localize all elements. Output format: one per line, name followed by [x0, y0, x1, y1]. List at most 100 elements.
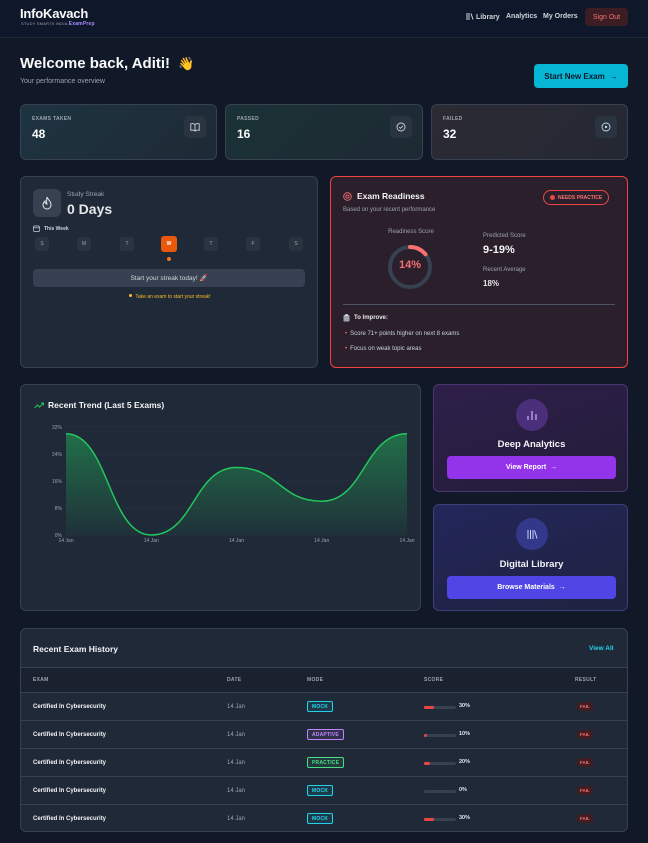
view-all-link[interactable]: View All — [589, 645, 614, 652]
streak-hint-text: Take an exam to start your streak! — [135, 294, 211, 300]
recent-average-value: 18% — [483, 279, 500, 288]
table-row[interactable]: Certified In Cybersecurity 14 Jan PRACTICE… — [21, 748, 627, 776]
result-badge: FAIL — [577, 730, 593, 739]
y-tick-label: 32% — [52, 425, 63, 431]
improve-item: • Focus on weak topic areas — [345, 346, 421, 352]
streak-cta-button[interactable]: Start your streak today! 🚀 — [33, 269, 305, 287]
browse-materials-button[interactable]: Browse Materials → — [447, 576, 616, 599]
arrow-right-icon: → — [609, 71, 618, 81]
mode-badge: PRACTICE — [307, 757, 345, 768]
trend-area — [66, 433, 407, 535]
readiness-gauge-arc — [388, 245, 432, 289]
trend-line — [65, 433, 408, 536]
logo-tagline: STUDY SMARTS INDIA — [21, 21, 68, 26]
wave-icon: 👋 — [178, 56, 195, 71]
today-dot-icon — [167, 257, 171, 261]
streak-value: 0 Days — [67, 201, 113, 217]
week-label: This Week — [33, 225, 69, 232]
needs-practice-badge: NEEDS PRACTICE — [543, 190, 610, 205]
exam-date: 14 Jan — [227, 788, 246, 794]
table-row[interactable]: Certified In Cybersecurity 14 Jan MOCK 30% F… — [21, 692, 627, 720]
exam-date: 14 Jan — [227, 732, 246, 738]
x-tick-label: 14 Jan — [314, 538, 329, 544]
y-tick-label: 8% — [55, 506, 63, 512]
stat-card-exams-taken: EXAMS TAKEN 48 — [20, 104, 217, 160]
mode-badge: MOCK — [307, 701, 334, 712]
start-new-exam-label: Start New Exam — [544, 71, 605, 81]
nav-library-label: Library — [475, 14, 500, 21]
welcome-title: Welcome back, Aditi! — [20, 55, 171, 72]
exam-name: Certified In Cybersecurity — [33, 816, 107, 822]
trend-chart: 0% 8% 16% 24% 32% 14 Jan 14 Jan 14 Jan 14 Jan 14 … — [52, 425, 415, 544]
stat-card-passed: PASSED 16 — [225, 104, 423, 160]
mode-badge: MOCK — [307, 813, 334, 824]
target-icon — [343, 191, 352, 201]
day-0: S — [35, 237, 49, 251]
history-title: Recent Exam History — [33, 644, 119, 654]
readiness-title: Exam Readiness — [357, 191, 425, 201]
score-bar — [424, 734, 456, 737]
score-value: 10% — [459, 731, 471, 737]
view-report-button[interactable]: View Report → — [447, 456, 616, 479]
arrow-right-icon: → — [558, 584, 566, 591]
streak-hint: Take an exam to start your streak! — [21, 294, 319, 300]
table-row[interactable]: Certified In Cybersecurity 14 Jan MOCK 0% FA… — [21, 776, 627, 804]
readiness-header: Exam Readiness — [343, 191, 425, 201]
y-tick-label: 24% — [52, 452, 63, 458]
score-bar — [424, 706, 456, 709]
stat-value: 16 — [237, 127, 251, 141]
col-mode: MODE — [307, 677, 324, 683]
result-badge: FAIL — [577, 786, 593, 795]
digital-library-title: Digital Library — [499, 559, 564, 570]
table-row[interactable]: Certified In Cybersecurity 14 Jan ADAPTIVE… — [21, 720, 627, 748]
hint-dot-icon — [129, 294, 133, 297]
logo-title[interactable]: InfoKavach — [20, 6, 89, 21]
nav-my-orders[interactable]: My Orders — [543, 13, 578, 20]
score-bar-fill — [424, 762, 431, 765]
nav-analytics[interactable]: Analytics — [506, 13, 538, 20]
score-bar-fill — [424, 734, 428, 737]
clipboard-icon — [343, 314, 350, 322]
divider — [343, 304, 615, 305]
result-badge: FAIL — [577, 702, 593, 711]
sign-out-button[interactable]: Sign Out — [585, 8, 628, 26]
day-1: M — [77, 237, 91, 251]
library-icon — [516, 518, 548, 550]
exam-name: Certified In Cybersecurity — [33, 760, 107, 766]
y-tick-label: 16% — [52, 479, 63, 485]
bullet-icon: • — [345, 331, 348, 337]
book-icon — [184, 116, 206, 138]
score-value: 30% — [459, 815, 471, 821]
improve-item-text: Focus on weak topic areas — [350, 346, 422, 352]
stat-card-failed: FAILED 32 — [431, 104, 628, 160]
score-value: 20% — [459, 759, 471, 765]
nav-library[interactable]: Library — [466, 13, 500, 21]
x-tick-label: 14 Jan — [399, 538, 414, 544]
study-streak-card: Study Streak 0 Days This Week Start your… — [20, 176, 318, 368]
predicted-score-label: Predicted Score — [483, 233, 526, 239]
col-exam: EXAM — [33, 677, 49, 683]
exam-name: Certified In Cybersecurity — [33, 732, 107, 738]
start-new-exam-button[interactable]: Start New Exam → — [534, 64, 628, 88]
table-header — [21, 668, 627, 692]
x-tick-label: 14 Jan — [229, 538, 244, 544]
view-report-label: View Report — [505, 464, 547, 471]
readiness-score-value: 14% — [398, 259, 422, 271]
exam-date: 14 Jan — [227, 704, 246, 710]
bullet-icon: • — [345, 346, 348, 352]
x-circle-icon — [595, 116, 617, 138]
logo-brand: ExamPrep — [68, 21, 95, 27]
calendar-icon — [33, 225, 40, 232]
divider — [21, 667, 627, 668]
exam-name: Certified In Cybersecurity — [33, 704, 107, 710]
col-result: RESULT — [575, 677, 597, 683]
table-row[interactable]: Certified In Cybersecurity 14 Jan MOCK 30% F… — [21, 804, 627, 832]
day-6: S — [289, 237, 303, 251]
mode-badge: ADAPTIVE — [307, 729, 344, 740]
welcome-heading: Welcome back, Aditi! 👋 — [20, 55, 194, 72]
trend-header: Recent Trend (Last 5 Exams) — [34, 400, 164, 410]
exam-date: 14 Jan — [227, 816, 246, 822]
week-label-text: This Week — [44, 225, 69, 232]
day-4: T — [204, 237, 218, 251]
day-5: F — [246, 237, 260, 251]
